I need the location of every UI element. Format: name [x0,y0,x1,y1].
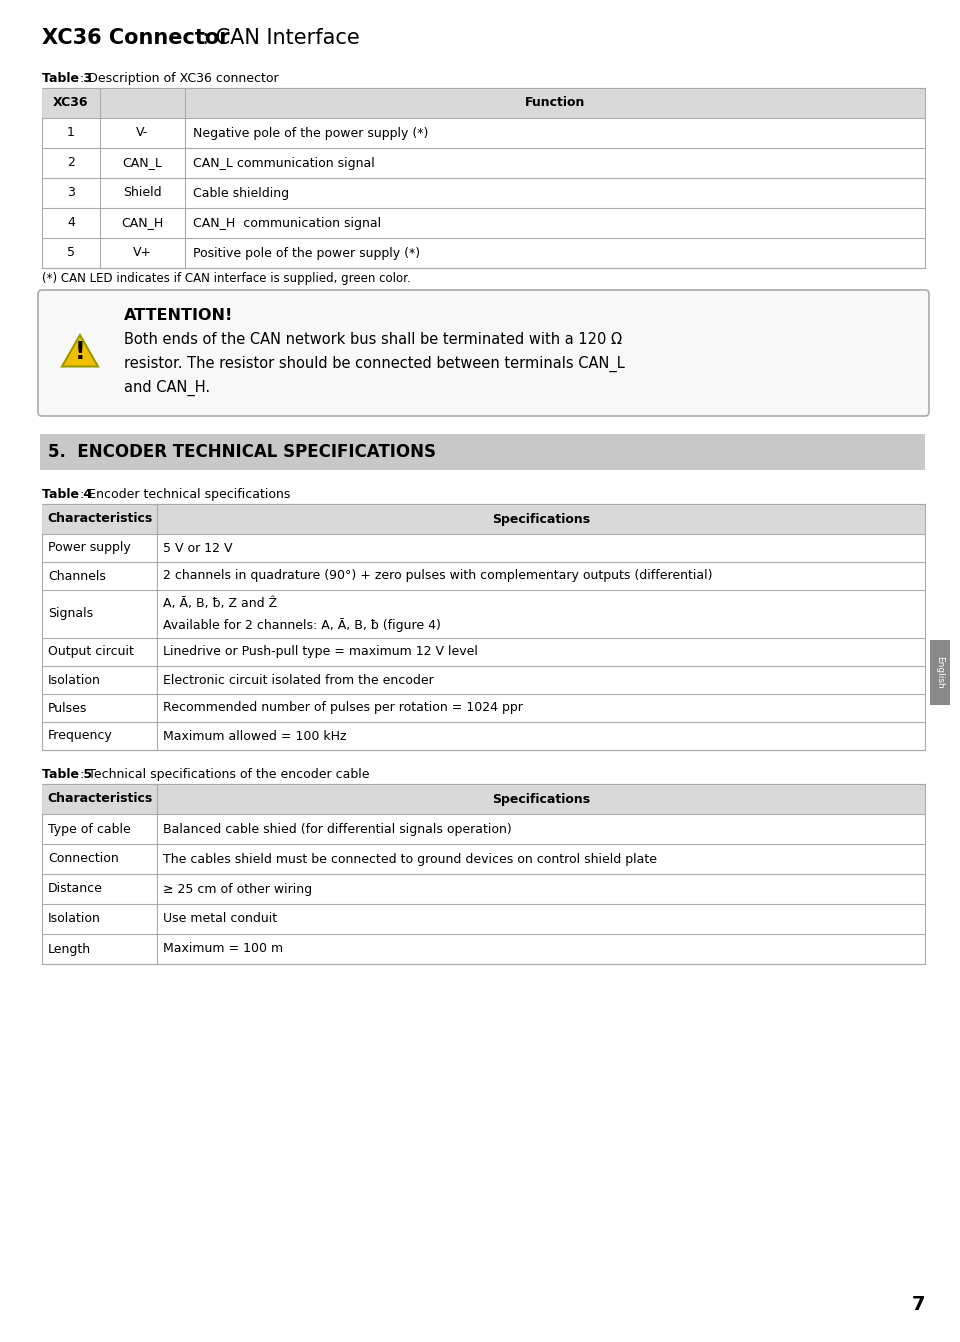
Text: V+: V+ [132,247,152,259]
Text: XC36 Connector: XC36 Connector [42,28,229,48]
Text: CAN_H: CAN_H [121,216,163,229]
Text: Characteristics: Characteristics [47,513,152,526]
Text: Electronic circuit isolated from the encoder: Electronic circuit isolated from the enc… [163,674,434,687]
FancyBboxPatch shape [38,290,929,416]
Text: A, Ā, B, ƀ, Z and Ẑ: A, Ā, B, ƀ, Z and Ẑ [163,597,277,611]
Text: Signals: Signals [48,608,93,620]
Text: Positive pole of the power supply (*): Positive pole of the power supply (*) [193,247,420,259]
Text: Type of cable: Type of cable [48,823,131,836]
Bar [42,89,925,118]
Text: Connection: Connection [48,852,119,866]
Text: 7: 7 [911,1295,925,1314]
Text: Isolation: Isolation [48,913,101,926]
Text: Channels: Channels [48,569,106,582]
Bar [42,89,925,268]
Text: Both ends of the CAN network bus shall be terminated with a 120 Ω: Both ends of the CAN network bus shall b… [124,331,622,348]
Bar [40,433,925,470]
Text: Function: Function [525,97,586,110]
Text: (*) CAN LED indicates if CAN interface is supplied, green color.: (*) CAN LED indicates if CAN interface i… [42,272,411,285]
Text: Balanced cable shied (for differential signals operation): Balanced cable shied (for differential s… [163,823,512,836]
Bar [42,505,925,750]
Text: ≥ 25 cm of other wiring: ≥ 25 cm of other wiring [163,883,312,895]
Text: Table 4: Table 4 [42,488,92,501]
Text: Available for 2 channels: A, Ā, B, ƀ (figure 4): Available for 2 channels: A, Ā, B, ƀ (fi… [163,617,441,632]
Bar [930,640,950,705]
Text: : Encoder technical specifications: : Encoder technical specifications [80,488,290,501]
Text: CAN_L: CAN_L [123,157,162,169]
Text: Specifications: Specifications [492,513,590,526]
Text: Recommended number of pulses per rotation = 1024 ppr: Recommended number of pulses per rotatio… [163,702,523,714]
Text: Table 5: Table 5 [42,768,92,781]
Text: and CAN_H.: and CAN_H. [124,380,210,396]
Text: : Technical specifications of the encoder cable: : Technical specifications of the encode… [80,768,370,781]
Text: 5.  ENCODER TECHNICAL SPECIFICATIONS: 5. ENCODER TECHNICAL SPECIFICATIONS [48,443,436,462]
Text: 3: 3 [67,187,75,200]
Text: The cables shield must be connected to ground devices on control shield plate: The cables shield must be connected to g… [163,852,657,866]
Bar [42,784,925,964]
Bar [42,505,925,534]
Text: V-: V- [136,126,149,140]
Text: Distance: Distance [48,883,103,895]
Text: 5 V or 12 V: 5 V or 12 V [163,542,232,554]
Text: XC36: XC36 [53,97,88,110]
Text: : CAN Interface: : CAN Interface [202,28,360,48]
Text: Table 3: Table 3 [42,72,92,85]
Text: Output circuit: Output circuit [48,646,133,659]
Text: 2 channels in quadrature (90°) + zero pulses with complementary outputs (differe: 2 channels in quadrature (90°) + zero pu… [163,569,712,582]
Bar [42,784,925,815]
Text: Characteristics: Characteristics [47,793,152,805]
Text: 4: 4 [67,216,75,229]
Polygon shape [62,336,98,366]
Text: Frequency: Frequency [48,730,112,742]
Text: Use metal conduit: Use metal conduit [163,913,277,926]
Text: Linedrive or Push-pull type = maximum 12 V level: Linedrive or Push-pull type = maximum 12… [163,646,478,659]
Text: 5: 5 [67,247,75,259]
Text: Length: Length [48,942,91,956]
Text: CAN_L communication signal: CAN_L communication signal [193,157,374,169]
Text: !: ! [75,340,85,364]
Text: resistor. The resistor should be connected between terminals CAN_L: resistor. The resistor should be connect… [124,356,625,372]
Text: ATTENTION!: ATTENTION! [124,309,233,323]
Text: Power supply: Power supply [48,542,131,554]
Text: CAN_H  communication signal: CAN_H communication signal [193,216,381,229]
Text: 1: 1 [67,126,75,140]
Text: 2: 2 [67,157,75,169]
Text: : Description of XC36 connector: : Description of XC36 connector [80,72,278,85]
Text: Isolation: Isolation [48,674,101,687]
Text: Maximum allowed = 100 kHz: Maximum allowed = 100 kHz [163,730,347,742]
Text: English: English [935,656,945,688]
Text: Pulses: Pulses [48,702,87,714]
Text: Maximum = 100 m: Maximum = 100 m [163,942,283,956]
Text: Specifications: Specifications [492,793,590,805]
Text: Negative pole of the power supply (*): Negative pole of the power supply (*) [193,126,428,140]
Text: Cable shielding: Cable shielding [193,187,289,200]
Text: Shield: Shield [123,187,162,200]
